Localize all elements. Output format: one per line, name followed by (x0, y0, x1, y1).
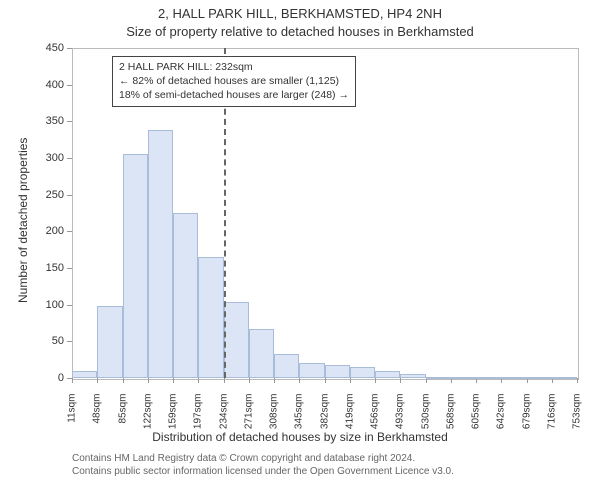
footer-line2: Contains public sector information licen… (72, 465, 577, 478)
x-tick-label: 308sqm (269, 394, 280, 444)
x-tick-label: 271sqm (243, 394, 254, 444)
histogram-bar (451, 377, 476, 379)
histogram-bar (325, 365, 350, 378)
histogram-bar (527, 377, 552, 379)
y-tick-label: 100 (34, 299, 64, 311)
y-tick-label: 200 (34, 225, 64, 237)
histogram-bar (400, 374, 425, 378)
x-tick-label: 753sqm (572, 394, 583, 444)
x-tick-label: 48sqm (92, 394, 103, 444)
x-tick-mark (97, 378, 98, 383)
x-tick-label: 493sqm (395, 394, 406, 444)
chart-title-line1: 2, HALL PARK HILL, BERKHAMSTED, HP4 2NH (0, 6, 600, 21)
annotation-box: 2 HALL PARK HILL: 232sqm ← 82% of detach… (112, 56, 356, 107)
y-tick-mark (67, 305, 72, 306)
x-tick-mark (299, 378, 300, 383)
x-tick-mark (224, 378, 225, 383)
x-tick-label: 568sqm (445, 394, 456, 444)
histogram-bar (350, 367, 375, 378)
annotation-line2: ← 82% of detached houses are smaller (1,… (119, 74, 349, 88)
y-tick-mark (67, 268, 72, 269)
y-tick-mark (67, 195, 72, 196)
y-tick-mark (67, 121, 72, 122)
histogram-bar (224, 302, 249, 378)
x-tick-label: 716sqm (546, 394, 557, 444)
histogram-bar (426, 377, 451, 379)
footer-line1: Contains HM Land Registry data © Crown c… (72, 452, 577, 465)
histogram-bar (375, 371, 400, 378)
y-tick-label: 450 (34, 42, 64, 54)
chart-container: 2, HALL PARK HILL, BERKHAMSTED, HP4 2NH … (0, 0, 600, 500)
x-tick-mark (325, 378, 326, 383)
x-tick-label: 85sqm (117, 394, 128, 444)
x-tick-label: 234sqm (218, 394, 229, 444)
y-tick-label: 0 (34, 372, 64, 384)
histogram-bar (249, 329, 274, 378)
histogram-bar (198, 257, 223, 378)
y-tick-mark (67, 158, 72, 159)
y-tick-mark (67, 48, 72, 49)
x-tick-mark (198, 378, 199, 383)
y-tick-mark (67, 85, 72, 86)
x-tick-label: 419sqm (344, 394, 355, 444)
x-tick-mark (249, 378, 250, 383)
x-tick-label: 679sqm (521, 394, 532, 444)
x-tick-label: 530sqm (420, 394, 431, 444)
x-tick-label: 159sqm (168, 394, 179, 444)
y-tick-mark (67, 231, 72, 232)
x-tick-label: 642sqm (496, 394, 507, 444)
histogram-bar (299, 363, 324, 378)
footer-attribution: Contains HM Land Registry data © Crown c… (72, 452, 577, 478)
annotation-line1: 2 HALL PARK HILL: 232sqm (119, 60, 349, 74)
x-tick-mark (274, 378, 275, 383)
y-tick-label: 400 (34, 79, 64, 91)
chart-title-line2: Size of property relative to detached ho… (0, 24, 600, 39)
x-tick-mark (72, 378, 73, 383)
y-tick-label: 150 (34, 262, 64, 274)
histogram-bar (274, 354, 299, 378)
histogram-bar (173, 213, 198, 378)
x-tick-label: 197sqm (193, 394, 204, 444)
histogram-bar (501, 377, 526, 379)
x-tick-mark (400, 378, 401, 383)
y-tick-mark (67, 341, 72, 342)
x-tick-mark (123, 378, 124, 383)
y-axis-label: Number of detached properties (16, 138, 30, 303)
x-tick-label: 382sqm (319, 394, 330, 444)
x-tick-mark (577, 378, 578, 383)
x-tick-mark (350, 378, 351, 383)
y-tick-label: 300 (34, 152, 64, 164)
x-tick-label: 605sqm (471, 394, 482, 444)
x-tick-mark (375, 378, 376, 383)
histogram-bar (476, 377, 501, 379)
histogram-bar (97, 306, 122, 378)
histogram-bar (148, 130, 173, 378)
x-tick-label: 345sqm (294, 394, 305, 444)
x-tick-mark (173, 378, 174, 383)
histogram-bar (552, 377, 577, 379)
x-tick-mark (451, 378, 452, 383)
histogram-bar (72, 371, 97, 378)
x-tick-mark (426, 378, 427, 383)
y-tick-label: 50 (34, 335, 64, 347)
y-tick-label: 350 (34, 115, 64, 127)
histogram-bar (123, 154, 148, 378)
x-tick-label: 456sqm (370, 394, 381, 444)
annotation-line3: 18% of semi-detached houses are larger (… (119, 88, 349, 102)
y-tick-label: 250 (34, 189, 64, 201)
x-tick-mark (148, 378, 149, 383)
x-tick-label: 11sqm (67, 394, 78, 444)
x-tick-label: 122sqm (142, 394, 153, 444)
